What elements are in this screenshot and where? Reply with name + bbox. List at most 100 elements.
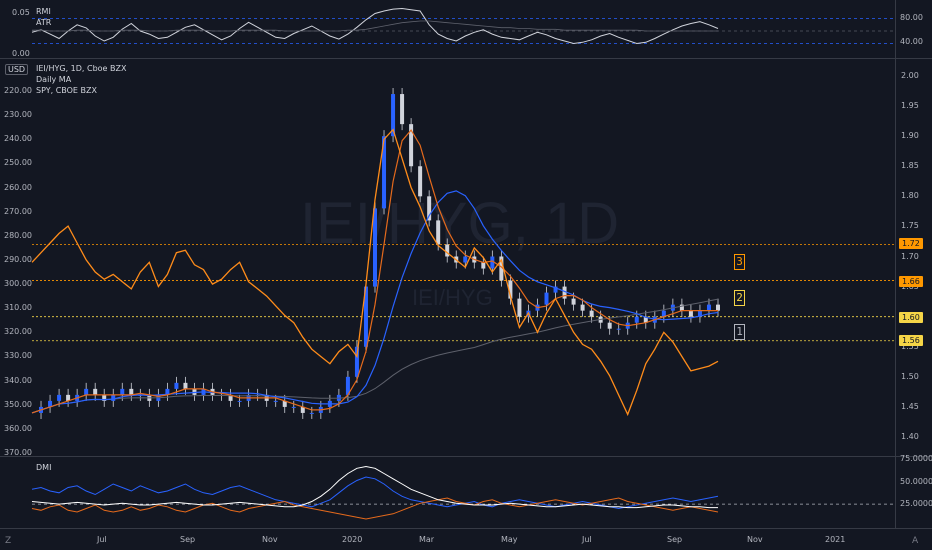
dmi-label: DMI bbox=[36, 463, 52, 472]
candle-body bbox=[120, 388, 125, 395]
legend-ma[interactable]: Daily MA bbox=[36, 75, 72, 84]
left-axis-tick: 370.00 bbox=[4, 448, 32, 457]
left-axis-tick: 280.00 bbox=[4, 230, 32, 240]
level-tag-1-60: 1.60 bbox=[899, 312, 923, 323]
candle-body bbox=[562, 286, 567, 299]
candle-body bbox=[300, 406, 305, 413]
left-axis-tick: 250.00 bbox=[4, 158, 32, 168]
left-axis-tick: 220.00 bbox=[4, 86, 32, 95]
legend-spy[interactable]: SPY, CBOE BZX bbox=[36, 86, 97, 95]
candle-body bbox=[354, 346, 359, 377]
candle-body bbox=[418, 166, 423, 197]
currency-button[interactable]: USD bbox=[5, 64, 29, 75]
candle-body bbox=[679, 304, 684, 311]
right-axis-tick: 1.75 bbox=[901, 221, 919, 231]
level-tag-1-72: 1.72 bbox=[899, 238, 923, 249]
left-axis-tick: 360.00 bbox=[4, 423, 32, 433]
top-right-tick-1: 80.00 bbox=[900, 13, 923, 22]
candle-body bbox=[192, 388, 197, 395]
candle-body bbox=[716, 304, 720, 311]
candle-body bbox=[427, 196, 432, 221]
candle-body bbox=[490, 256, 495, 269]
right-axis-tick: 1.40 bbox=[901, 432, 919, 441]
left-axis-tick: 260.00 bbox=[4, 182, 32, 192]
candle-body bbox=[463, 256, 468, 263]
candle-body bbox=[183, 382, 188, 389]
candle-body bbox=[273, 400, 278, 402]
rmi-label: RMI bbox=[36, 7, 51, 16]
right-axis-tick: 1.50 bbox=[901, 371, 919, 381]
candle-body bbox=[282, 400, 287, 407]
top-pane-separator[interactable] bbox=[0, 58, 932, 59]
candle-body bbox=[553, 286, 558, 293]
level-box-1: 1 bbox=[734, 324, 745, 340]
candle-body bbox=[436, 220, 441, 245]
candle-body bbox=[291, 406, 296, 408]
left-axis-tick: 270.00 bbox=[4, 206, 32, 216]
dmi-plus-line bbox=[31, 476, 719, 510]
candle-body bbox=[445, 244, 450, 257]
candle-body bbox=[111, 394, 116, 401]
dmi-tick-25: 25.0000 bbox=[900, 499, 932, 508]
candle-body bbox=[607, 322, 612, 329]
dmi-tick-75: 75.0000 bbox=[900, 454, 932, 463]
time-axis-label: Sep bbox=[667, 535, 683, 544]
candle-body bbox=[508, 280, 513, 299]
timezone-corner[interactable]: Z bbox=[5, 536, 12, 546]
candle-body bbox=[228, 394, 233, 401]
adx-line bbox=[31, 465, 718, 509]
level-tag-1-66: 1.66 bbox=[899, 276, 923, 287]
candle-body bbox=[616, 328, 621, 330]
candle-body bbox=[571, 298, 576, 305]
right-axis-tick: 2.00 bbox=[901, 71, 919, 80]
time-axis-label: Nov bbox=[262, 535, 278, 544]
candle-body bbox=[499, 256, 504, 281]
candle-body bbox=[373, 208, 377, 287]
left-axis-tick: 240.00 bbox=[4, 134, 32, 144]
legend-symbol[interactable]: IEI/HYG, 1D, Cboe BZX bbox=[36, 64, 127, 73]
candle-body bbox=[345, 376, 350, 395]
left-axis-tick: 330.00 bbox=[4, 351, 32, 361]
time-axis-label: Jul bbox=[582, 535, 592, 544]
rmi-line bbox=[31, 7, 719, 45]
level-box-2: 2 bbox=[734, 290, 745, 306]
candle-body bbox=[165, 388, 170, 395]
atr-line bbox=[32, 20, 718, 32]
candle-body bbox=[409, 124, 414, 167]
time-axis-label: Sep bbox=[180, 535, 196, 544]
candle-body bbox=[66, 394, 71, 401]
candle-body bbox=[237, 400, 242, 402]
atr-label: ATR bbox=[36, 18, 52, 27]
bottom-pane-separator[interactable] bbox=[0, 456, 932, 457]
right-axis-tick: 1.95 bbox=[901, 101, 919, 111]
candle-body bbox=[102, 394, 107, 401]
price-axis-separator bbox=[895, 0, 896, 528]
candle-body bbox=[697, 310, 702, 317]
ma-200-line bbox=[31, 298, 719, 414]
time-axis-label: 2021 bbox=[825, 535, 846, 544]
auto-scale-button[interactable]: A bbox=[912, 536, 919, 546]
candle-body bbox=[309, 412, 314, 414]
watermark-sub: IEI/HYG bbox=[412, 285, 493, 310]
left-axis-tick: 350.00 bbox=[4, 399, 32, 409]
candle-body bbox=[48, 400, 53, 407]
dmi-tick-50: 50.0000 bbox=[900, 477, 932, 486]
top-right-tick-2: 40.00 bbox=[900, 37, 923, 46]
right-axis-tick: 1.45 bbox=[901, 401, 919, 411]
candle-body bbox=[706, 304, 711, 311]
candle-body bbox=[382, 136, 387, 209]
left-axis-tick: 230.00 bbox=[4, 110, 32, 120]
candle-body bbox=[481, 262, 486, 269]
candle-body bbox=[634, 316, 639, 323]
candle-body bbox=[363, 286, 368, 347]
dmi-minus-line bbox=[31, 497, 719, 520]
right-axis-tick: 1.80 bbox=[901, 191, 919, 201]
candle-body bbox=[589, 310, 594, 317]
candle-body bbox=[688, 310, 693, 317]
candle-body bbox=[544, 292, 549, 305]
right-axis-tick: 1.90 bbox=[901, 131, 919, 141]
left-axis-tick: 310.00 bbox=[4, 303, 32, 313]
right-axis-tick: 1.70 bbox=[901, 251, 919, 261]
top-left-tick-2: 0.00 bbox=[12, 49, 30, 58]
